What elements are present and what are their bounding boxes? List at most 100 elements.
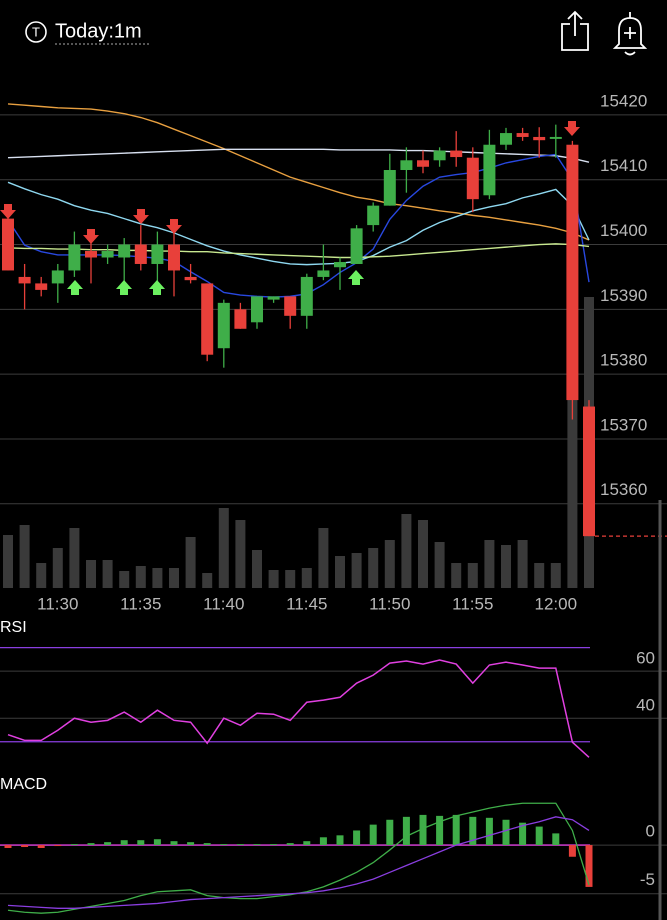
macd-bar bbox=[253, 844, 261, 846]
x-tick-label: 11:45 bbox=[286, 594, 327, 613]
volume-bar bbox=[335, 556, 345, 588]
macd-bar bbox=[87, 843, 95, 846]
volume-bar bbox=[467, 563, 478, 588]
buy-signal bbox=[67, 280, 83, 295]
header: T Today:1m bbox=[25, 10, 648, 56]
candle-body bbox=[18, 276, 31, 284]
macd-bar bbox=[203, 843, 211, 846]
macd-bar bbox=[502, 819, 510, 846]
y-tick-label: -5 bbox=[640, 870, 655, 889]
volume-bar bbox=[301, 568, 312, 588]
share-button[interactable] bbox=[561, 10, 589, 51]
macd-bar bbox=[336, 835, 344, 846]
volume-bar bbox=[218, 508, 229, 588]
macd-bar bbox=[303, 841, 311, 846]
sell-signal bbox=[133, 209, 149, 224]
volume-bar bbox=[384, 540, 395, 588]
y-tick-label: 15390 bbox=[600, 286, 647, 305]
plot: 15420 15410 15400 15390 15380 15370 15360 11:30… bbox=[0, 91, 667, 914]
macd-line bbox=[7, 802, 590, 914]
volume-bar bbox=[169, 568, 179, 588]
macd-bar bbox=[187, 842, 195, 846]
candle-body bbox=[68, 244, 81, 271]
macd-bar bbox=[552, 833, 560, 846]
macd-bar bbox=[21, 845, 29, 848]
macd-bar bbox=[535, 826, 543, 846]
candle-body bbox=[101, 251, 114, 258]
moving-average bbox=[7, 153, 590, 298]
volume-bar bbox=[135, 566, 146, 588]
x-tick-label: 11:40 bbox=[203, 594, 244, 613]
candle-body bbox=[350, 228, 363, 264]
macd-bar bbox=[386, 819, 394, 846]
volume-bar bbox=[451, 563, 462, 588]
volume-bar bbox=[318, 528, 329, 588]
macd-line bbox=[7, 816, 590, 909]
candle-body bbox=[201, 283, 214, 355]
candle-body bbox=[267, 296, 280, 300]
x-tick-label: 12:00 bbox=[535, 594, 578, 613]
candle-body bbox=[483, 144, 496, 196]
candle-body bbox=[583, 406, 595, 537]
y-tick-label: 15420 bbox=[600, 91, 647, 110]
candle-body bbox=[566, 144, 579, 401]
candle-body bbox=[85, 251, 97, 258]
y-tick-label: 15360 bbox=[600, 480, 647, 499]
macd-bar bbox=[54, 845, 62, 847]
candle-body bbox=[151, 244, 164, 264]
macd-bar bbox=[353, 830, 361, 846]
candle-body bbox=[383, 170, 396, 206]
macd-bar bbox=[319, 837, 327, 846]
volume-bar bbox=[550, 563, 561, 588]
candle-body bbox=[217, 302, 230, 349]
share-arrow bbox=[567, 10, 583, 36]
macd-label: MACD bbox=[0, 776, 47, 793]
volume-bar bbox=[534, 563, 545, 588]
candle-body bbox=[284, 296, 297, 316]
volume-bar bbox=[501, 545, 511, 588]
macd-bar bbox=[402, 816, 410, 846]
candle-body bbox=[417, 160, 429, 167]
macd-bar bbox=[37, 845, 45, 848]
candle-body bbox=[334, 262, 346, 268]
period-icon[interactable] bbox=[25, 21, 47, 43]
alert-button[interactable] bbox=[612, 12, 648, 56]
macd-bar bbox=[120, 840, 128, 846]
macd-bar bbox=[568, 845, 576, 857]
y-tick-label: 15400 bbox=[600, 221, 647, 240]
x-tick-label: 11:50 bbox=[369, 594, 410, 613]
macd-bar bbox=[104, 842, 112, 846]
volume-bar bbox=[119, 571, 130, 588]
candle-body bbox=[450, 150, 463, 158]
candle-body bbox=[2, 218, 14, 271]
volume-bar bbox=[202, 573, 213, 588]
candle-body bbox=[549, 136, 562, 139]
candle-body bbox=[251, 296, 263, 323]
buy-signal bbox=[149, 280, 165, 295]
candle-body bbox=[317, 270, 330, 277]
volume-bar bbox=[351, 553, 362, 588]
volume-bar bbox=[434, 542, 445, 588]
volume-bar bbox=[52, 548, 63, 588]
volume-bar bbox=[86, 560, 96, 588]
buy-signal bbox=[116, 280, 132, 295]
sell-signal bbox=[564, 121, 580, 136]
signals bbox=[0, 121, 580, 295]
macd-bar bbox=[585, 845, 593, 887]
rsi-line bbox=[7, 659, 590, 758]
macd-bar bbox=[153, 839, 161, 846]
volume-bar bbox=[19, 525, 30, 588]
period-title[interactable]: Today:1m bbox=[55, 20, 142, 42]
volume-bar bbox=[567, 400, 578, 588]
candle-body bbox=[433, 150, 446, 161]
candle-body bbox=[300, 276, 313, 316]
x-tick-label: 11:55 bbox=[452, 594, 493, 613]
sell-signal bbox=[83, 229, 99, 244]
candle-body bbox=[51, 270, 64, 284]
macd-bar bbox=[419, 814, 427, 846]
macd-bar bbox=[270, 844, 278, 846]
macd-bar bbox=[469, 816, 477, 846]
macd-bar bbox=[452, 814, 460, 846]
